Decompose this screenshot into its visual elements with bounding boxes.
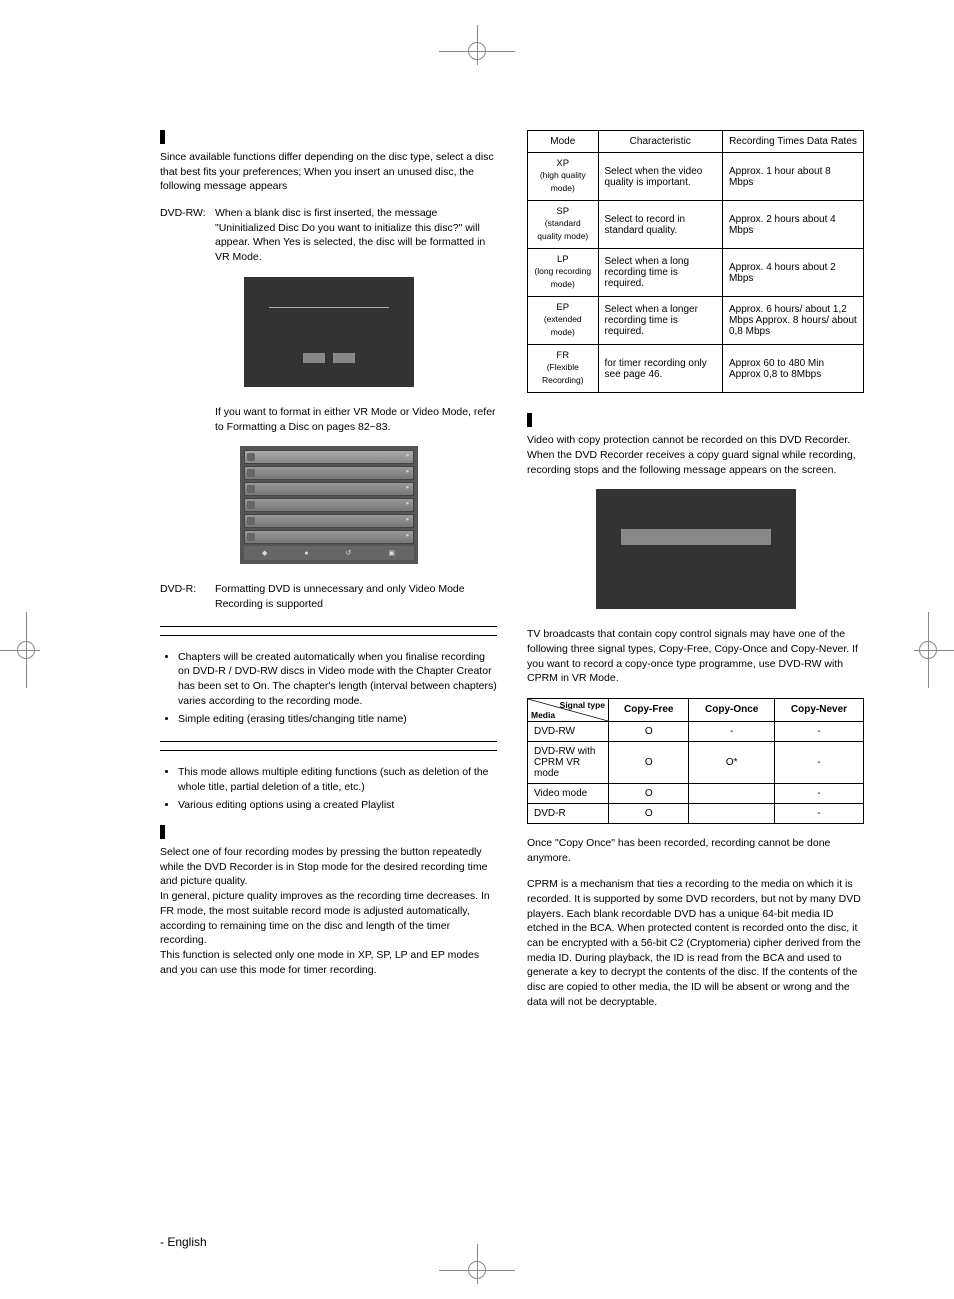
table-row: DVD-RO - (528, 803, 864, 823)
rate-cell: Approx 60 to 480 Min Approx 0,8 to 8Mbps (722, 345, 863, 393)
dvdr-block: DVD-R:Formatting DVD is unnecessary and … (160, 582, 497, 611)
mode-cell: EP(extended mode) (528, 297, 599, 345)
bullet-item: This mode allows multiple editing functi… (178, 765, 497, 794)
char-cell: Select when a long recording time is req… (598, 249, 722, 297)
char-cell: Select to record in standard quality. (598, 201, 722, 249)
never-cell: - (774, 783, 863, 803)
copy-once-note: Once "Copy Once" has been recorded, reco… (527, 836, 864, 865)
never-cell: - (774, 721, 863, 741)
free-cell: O (609, 741, 689, 783)
bullet-item: Various editing options using a created … (178, 798, 497, 813)
char-cell: for timer recording only see page 46. (598, 345, 722, 393)
char-cell: Select when the video quality is importa… (598, 153, 722, 201)
right-column: Mode Characteristic Recording Times Data… (527, 130, 864, 1022)
intro-text: Since available functions differ dependi… (160, 150, 497, 194)
crop-mark-icon (457, 30, 497, 70)
table-row: EP(extended mode)Select when a longer re… (528, 297, 864, 345)
divider (160, 741, 497, 742)
bullets-video-mode: Chapters will be created automatically w… (160, 650, 497, 727)
diag-header: Signal type Media (528, 698, 609, 721)
once-cell: O* (689, 741, 774, 783)
never-cell: - (774, 803, 863, 823)
cprm-text: CPRM is a mechanism that ties a recordin… (527, 877, 864, 1009)
table-row: DVD-RWO-- (528, 721, 864, 741)
free-cell: O (609, 721, 689, 741)
media-cell: DVD-RW (528, 721, 609, 741)
table-row: SP(standard quality mode)Select to recor… (528, 201, 864, 249)
menu-screenshot: ◆●↺▣ (240, 446, 418, 564)
th-once: Copy-Once (689, 698, 774, 721)
dvdr-label: DVD-R: (160, 582, 215, 597)
mode-cell: FR(Flexible Recording) (528, 345, 599, 393)
bullets-vr-mode: This mode allows multiple editing functi… (160, 765, 497, 813)
th-mode: Mode (528, 131, 599, 153)
crop-mark-icon (457, 1249, 497, 1289)
media-cell: Video mode (528, 783, 609, 803)
dvdrw-block: DVD-RW:When a blank disc is first insert… (160, 206, 497, 265)
divider (160, 635, 497, 636)
page-footer: - English (160, 1235, 207, 1249)
mode-cell: SP(standard quality mode) (528, 201, 599, 249)
bullet-item: Simple editing (erasing titles/changing … (178, 712, 497, 727)
free-cell: O (609, 803, 689, 823)
dvdrw-label: DVD-RW: (160, 206, 215, 221)
once-cell (689, 783, 774, 803)
table-row: DVD-RW with CPRM VR modeOO*- (528, 741, 864, 783)
th-rate: Recording Times Data Rates (722, 131, 863, 153)
rate-cell: Approx. 2 hours about 4 Mbps (722, 201, 863, 249)
bullet-item: Chapters will be created automatically w… (178, 650, 497, 709)
recording-mode-text: Select one of four recording modes by pr… (160, 845, 497, 977)
section-marker-icon (160, 825, 165, 839)
copy-warning-screenshot (596, 489, 796, 609)
mode-cell: XP(high quality mode) (528, 153, 599, 201)
rate-cell: Approx. 1 hour about 8 Mbps (722, 153, 863, 201)
table-row: FR(Flexible Recording)for timer recordin… (528, 345, 864, 393)
once-cell (689, 803, 774, 823)
divider (160, 626, 497, 627)
divider (160, 750, 497, 751)
media-cell: DVD-RW with CPRM VR mode (528, 741, 609, 783)
signal-table: Signal type Media Copy-Free Copy-Once Co… (527, 698, 864, 824)
init-dialog-screenshot (244, 277, 414, 387)
rate-cell: Approx. 6 hours/ about 1,2 Mbps Approx. … (722, 297, 863, 345)
crop-mark-icon (5, 630, 45, 670)
crop-mark-icon (909, 630, 949, 670)
copy-signals-text: TV broadcasts that contain copy control … (527, 627, 864, 686)
section-marker-icon (160, 130, 165, 144)
th-never: Copy-Never (774, 698, 863, 721)
table-row: LP(long recording mode)Select when a lon… (528, 249, 864, 297)
th-char: Characteristic (598, 131, 722, 153)
manual-page: Since available functions differ dependi… (0, 0, 954, 1299)
left-column: Since available functions differ dependi… (160, 130, 497, 1022)
format-note: If you want to format in either VR Mode … (215, 405, 497, 434)
section-marker-icon (527, 413, 532, 427)
rate-cell: Approx. 4 hours about 2 Mbps (722, 249, 863, 297)
dvdr-text: Formatting DVD is unnecessary and only V… (215, 583, 465, 610)
media-cell: DVD-R (528, 803, 609, 823)
table-row: Video modeO - (528, 783, 864, 803)
modes-table: Mode Characteristic Recording Times Data… (527, 130, 864, 393)
once-cell: - (689, 721, 774, 741)
dvdrw-text: When a blank disc is first inserted, the… (215, 207, 485, 263)
char-cell: Select when a longer recording time is r… (598, 297, 722, 345)
copy-protect-text: Video with copy protection cannot be rec… (527, 433, 864, 477)
free-cell: O (609, 783, 689, 803)
mode-cell: LP(long recording mode) (528, 249, 599, 297)
never-cell: - (774, 741, 863, 783)
th-free: Copy-Free (609, 698, 689, 721)
table-row: XP(high quality mode)Select when the vid… (528, 153, 864, 201)
